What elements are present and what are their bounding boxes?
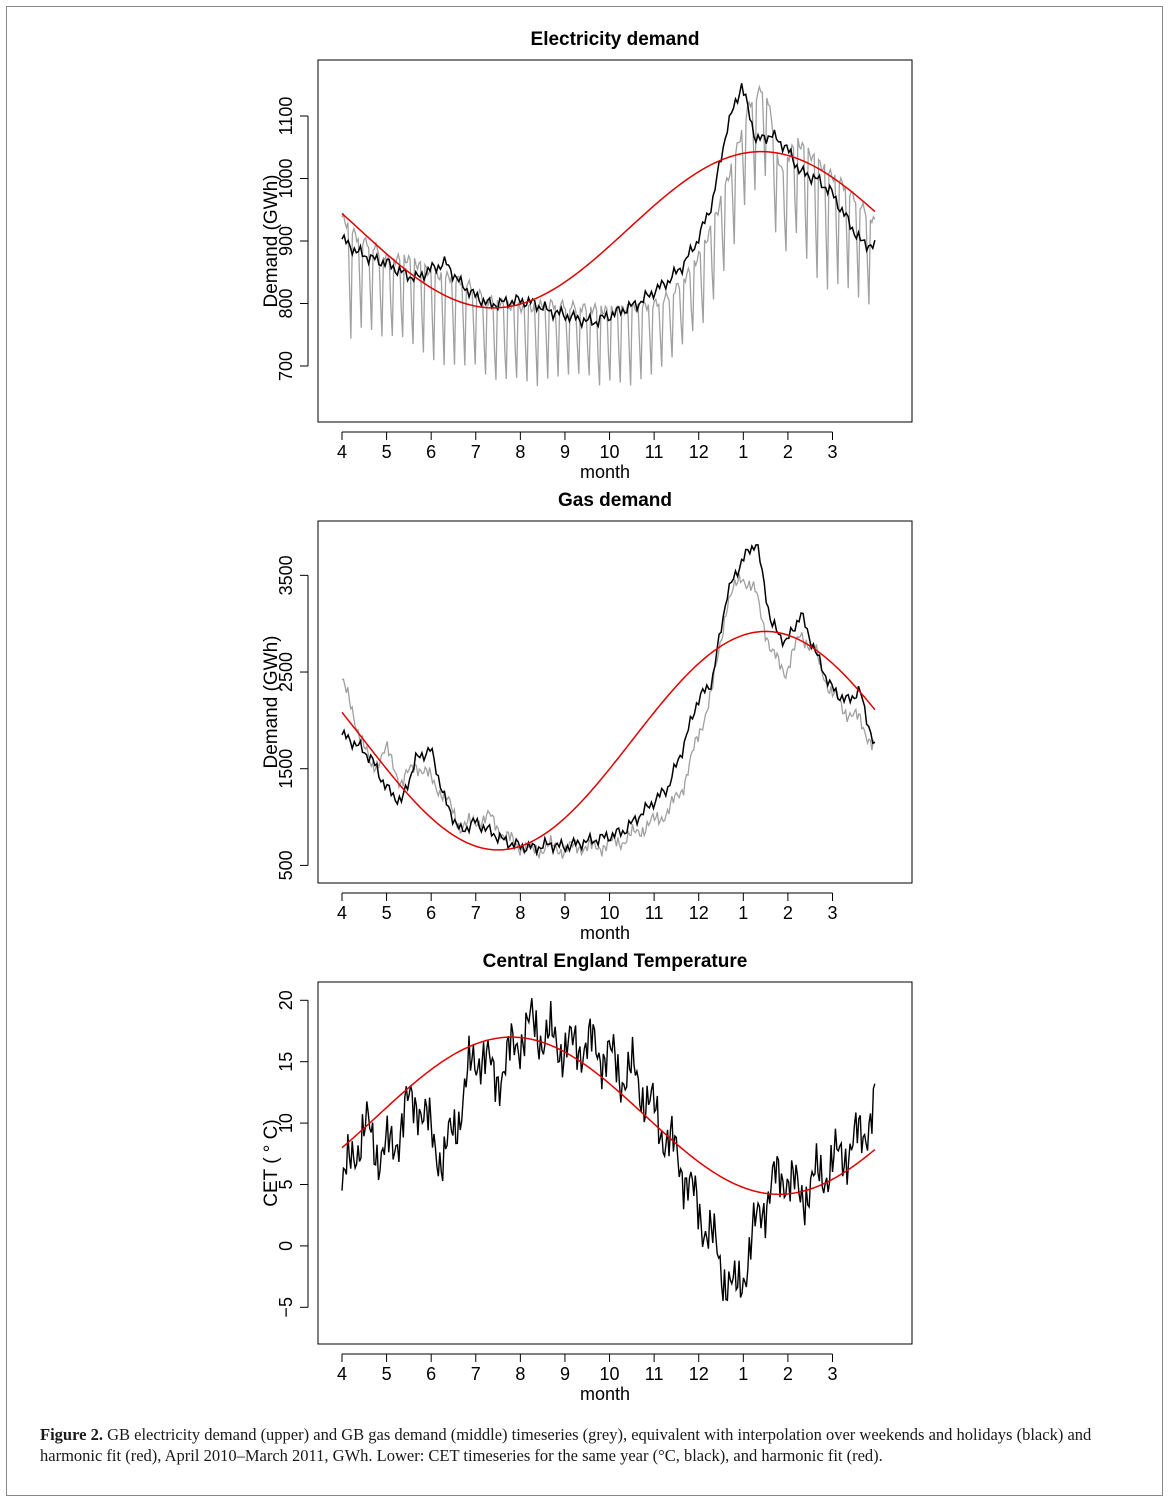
series-line-daily bbox=[341, 573, 876, 860]
plot-frame bbox=[317, 981, 913, 1345]
y-tick-label: 500 bbox=[276, 850, 296, 880]
y-tick-label: 10 bbox=[276, 1113, 296, 1133]
series-line-fit bbox=[341, 630, 876, 851]
x-tick-label: 12 bbox=[689, 442, 709, 462]
x-tick-label: 2 bbox=[783, 442, 793, 462]
x-axis-label: month bbox=[580, 923, 630, 943]
x-tick-label: 8 bbox=[515, 1364, 525, 1384]
series-line-daily bbox=[341, 998, 876, 1302]
series-line-interpolated bbox=[341, 83, 876, 330]
y-tick-label: −5 bbox=[276, 1297, 296, 1318]
caption-label: Figure 2. bbox=[40, 1425, 103, 1444]
x-tick-label: 4 bbox=[337, 903, 347, 923]
caption-text: GB electricity demand (upper) and GB gas… bbox=[40, 1425, 1092, 1465]
x-tick-label: 11 bbox=[645, 442, 664, 462]
series-line-fit bbox=[341, 150, 876, 309]
x-tick-label: 7 bbox=[471, 903, 481, 923]
series-line-fit bbox=[341, 1036, 876, 1196]
x-tick-label: 3 bbox=[827, 442, 837, 462]
plot-frame bbox=[317, 520, 913, 884]
x-tick-label: 8 bbox=[515, 442, 525, 462]
series-line-interpolated bbox=[341, 544, 876, 857]
x-tick-label: 5 bbox=[382, 1364, 392, 1384]
x-tick-label: 11 bbox=[645, 903, 664, 923]
y-tick-label: 1500 bbox=[276, 749, 296, 789]
x-tick-label: 7 bbox=[471, 1364, 481, 1384]
plot-frame bbox=[317, 59, 913, 423]
y-tick-label: 5 bbox=[276, 1179, 296, 1189]
x-tick-label: 5 bbox=[382, 442, 392, 462]
series-line-raw bbox=[341, 84, 876, 387]
x-tick-label: 9 bbox=[560, 442, 570, 462]
x-tick-label: 9 bbox=[560, 903, 570, 923]
y-tick-label: 15 bbox=[276, 1052, 296, 1072]
chart-title: Electricity demand bbox=[531, 29, 700, 50]
x-axis-label: month bbox=[580, 462, 630, 482]
y-axis-label: CET ( ° C) bbox=[261, 1119, 282, 1206]
x-tick-label: 1 bbox=[738, 903, 748, 923]
x-tick-label: 7 bbox=[471, 442, 481, 462]
figure-frame bbox=[6, 6, 1163, 1496]
y-tick-label: 1100 bbox=[276, 97, 296, 136]
x-tick-label: 4 bbox=[337, 442, 347, 462]
y-tick-label: 2500 bbox=[276, 652, 296, 692]
x-tick-label: 6 bbox=[426, 903, 436, 923]
y-axis-label: Demand (GWh) bbox=[261, 635, 282, 768]
y-tick-label: 900 bbox=[276, 226, 296, 256]
x-tick-label: 6 bbox=[426, 442, 436, 462]
x-tick-label: 10 bbox=[600, 903, 620, 923]
x-tick-label: 12 bbox=[689, 903, 709, 923]
x-tick-label: 2 bbox=[783, 903, 793, 923]
x-tick-label: 3 bbox=[827, 1364, 837, 1384]
x-tick-label: 5 bbox=[382, 903, 392, 923]
y-tick-label: 20 bbox=[276, 990, 296, 1010]
x-tick-label: 11 bbox=[645, 1364, 664, 1384]
x-tick-label: 1 bbox=[738, 1364, 748, 1384]
x-tick-label: 2 bbox=[783, 1364, 793, 1384]
x-tick-label: 10 bbox=[600, 442, 620, 462]
y-axis-label: Demand (GWh) bbox=[261, 174, 282, 307]
y-tick-label: 1000 bbox=[276, 158, 296, 198]
x-tick-label: 6 bbox=[426, 1364, 436, 1384]
chart-title: Gas demand bbox=[558, 490, 672, 511]
x-tick-label: 1 bbox=[738, 442, 748, 462]
x-tick-label: 12 bbox=[689, 1364, 709, 1384]
x-tick-label: 4 bbox=[337, 1364, 347, 1384]
y-tick-label: 700 bbox=[276, 351, 296, 381]
x-tick-label: 3 bbox=[827, 903, 837, 923]
y-tick-label: 0 bbox=[276, 1241, 296, 1251]
y-tick-label: 3500 bbox=[276, 555, 296, 595]
x-tick-label: 10 bbox=[600, 1364, 620, 1384]
chart-title: Central England Temperature bbox=[483, 951, 748, 972]
y-tick-label: 800 bbox=[276, 288, 296, 318]
x-tick-label: 9 bbox=[560, 1364, 570, 1384]
x-axis-label: month bbox=[580, 1384, 630, 1404]
figure-caption: Figure 2. GB electricity demand (upper) … bbox=[40, 1424, 1140, 1466]
x-tick-label: 8 bbox=[515, 903, 525, 923]
